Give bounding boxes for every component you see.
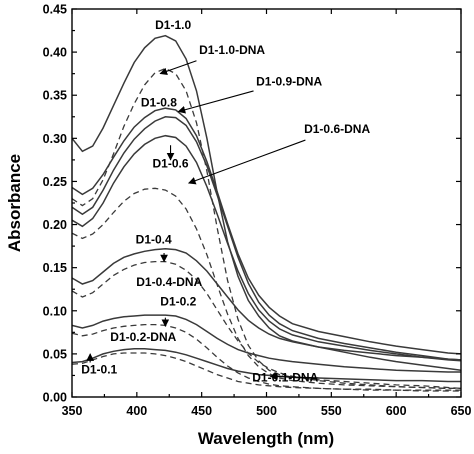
x-tick-label: 400 (126, 404, 147, 418)
series-line-d1-0-1-dna (71, 352, 461, 391)
y-tick-label: 0.45 (43, 3, 67, 17)
x-tick-label: 550 (321, 404, 342, 418)
x-tick-label: 350 (62, 404, 83, 418)
y-tick-label: 0.10 (43, 304, 67, 318)
y-tick-label: 0.40 (43, 46, 67, 60)
series-line-d1-0-6 (71, 134, 462, 362)
y-axis-ticks: 0.00 0.05 0.10 0.15 0.20 0.25 0.30 0.35 0.40 0.45 (43, 3, 461, 405)
x-tick-label: 500 (256, 404, 277, 418)
x-tick-label: 650 (451, 404, 472, 418)
x-tick-label: 450 (191, 404, 212, 418)
y-tick-label: 0.25 (43, 175, 67, 189)
annotation-arrow-d1-0-9-dna (177, 90, 254, 114)
y-tick-label: 0.35 (43, 89, 67, 103)
annotation-label-d1-0-1-dna: D1-0.1-DNA (252, 370, 318, 384)
annotations-layer: D1-1.0 D1-1.0-DNA D1-0.9-DNA D1-0.8 D1-0.6-D… (81, 18, 370, 385)
annotation-label-d1-1-0: D1-1.0 (155, 18, 191, 32)
x-axis-title: Wavelength (nm) (198, 429, 334, 448)
series-line-d1-1-0-dna (71, 67, 462, 390)
y-tick-label: 0.30 (43, 132, 67, 146)
annotation-label-d1-0-8: D1-0.8 (141, 95, 177, 109)
annotation-arrow-d1-1-0-dna (159, 60, 197, 75)
x-axis-ticks: 350 400 450 500 550 600 650 (62, 9, 472, 418)
series-line-d1-0-1 (71, 347, 461, 383)
annotation-arrow-d1-0-6-dna (187, 139, 306, 185)
series-line-d1-0-2 (71, 314, 461, 373)
annotation-label-d1-0-2-dna: D1-0.2-DNA (110, 330, 176, 344)
annotation-label-d1-0-9-dna: D1-0.9-DNA (256, 75, 322, 89)
curves-layer (71, 34, 462, 392)
y-tick-label: 0.15 (43, 261, 67, 275)
series-line-d1-0-2-dna (71, 323, 461, 392)
series-line-d1-0-6-dna (71, 187, 461, 390)
series-line-d1-0-8 (71, 116, 462, 361)
annotation-label-d1-0-6: D1-0.6 (153, 157, 189, 171)
annotation-label-d1-1-0-dna: D1-1.0-DNA (199, 43, 265, 57)
annotation-arrow-d1-0-1-dna (269, 372, 319, 381)
y-tick-label: 0.20 (43, 218, 67, 232)
series-line-d1-0-4 (71, 247, 462, 361)
annotation-label-d1-0-2: D1-0.2 (160, 295, 196, 309)
annotation-label-d1-0-6-dna: D1-0.6-DNA (304, 122, 370, 136)
y-tick-label: 0.00 (43, 391, 67, 405)
annotation-label-d1-0-4: D1-0.4 (136, 233, 172, 247)
series-line-d1-0-9-dna (71, 107, 462, 355)
annotation-label-d1-0-1: D1-0.1 (81, 363, 117, 377)
x-tick-label: 600 (386, 404, 407, 418)
y-tick-label: 0.05 (43, 347, 67, 361)
y-axis-title: Absorbance (5, 154, 24, 252)
annotation-label-d1-0-4-dna: D1-0.4-DNA (136, 275, 202, 289)
series-line-d1-0-4-dna (71, 260, 461, 390)
arrows-layer (86, 60, 319, 381)
